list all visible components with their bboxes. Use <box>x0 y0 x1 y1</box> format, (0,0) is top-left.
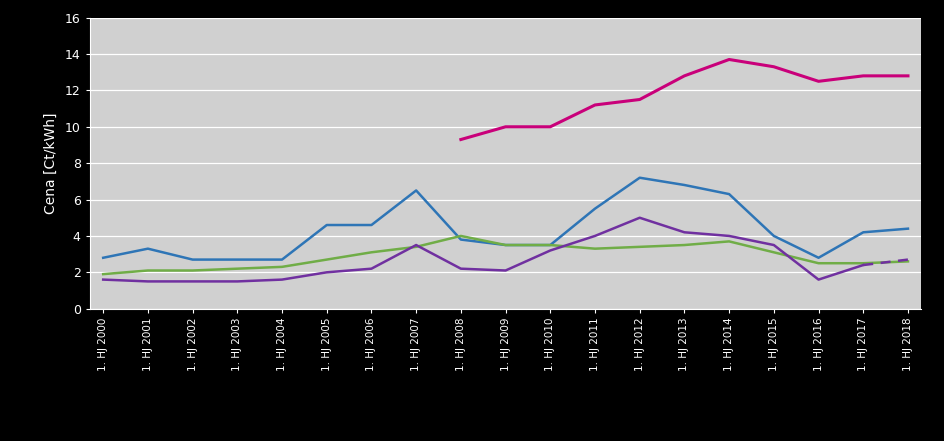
Y-axis label: Cena [Ct/kWh]: Cena [Ct/kWh] <box>43 112 58 214</box>
